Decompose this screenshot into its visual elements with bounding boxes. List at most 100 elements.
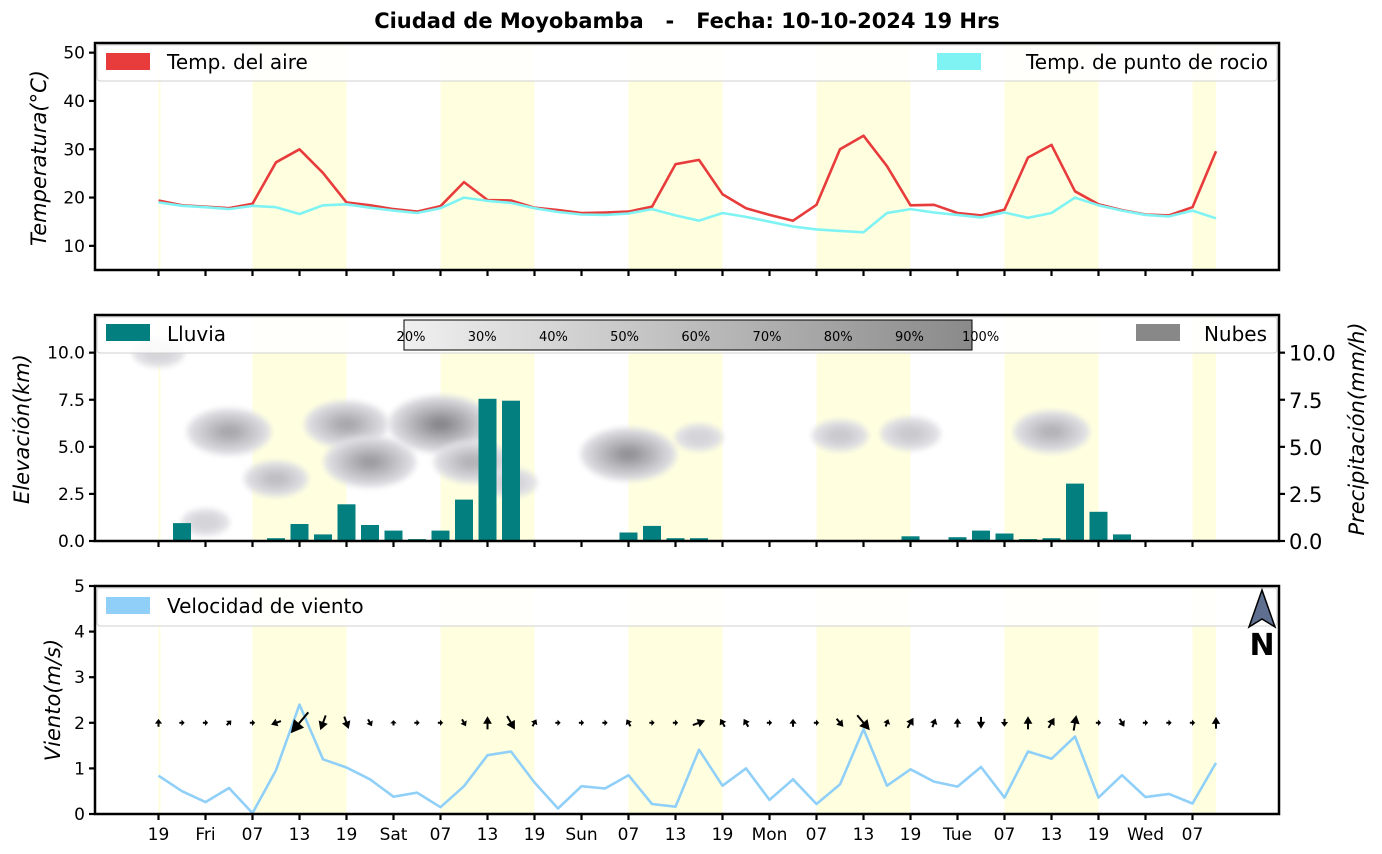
x-tick-label: 07 [430, 825, 452, 845]
wind-arrow [625, 719, 633, 727]
rain-bar [666, 538, 685, 541]
wind-arrow [225, 720, 232, 726]
wind-arrow [1000, 718, 1009, 727]
x-tick-label: 19 [1088, 825, 1110, 845]
wind-arrow [1047, 717, 1055, 729]
y-tick-label: 3 [74, 668, 85, 688]
daytime-band [158, 43, 161, 270]
wind-arrow [366, 718, 373, 727]
rain-bar [1089, 511, 1108, 541]
y-tick-label: 0.0 [58, 532, 85, 552]
wind-arrow [414, 719, 420, 726]
cloud-blob [324, 436, 416, 488]
rain-bars [173, 398, 1131, 541]
air-temp-line [158, 134, 1218, 222]
rain-axes [93, 313, 1281, 543]
wind-arrow [530, 719, 538, 727]
wind-arrow [179, 719, 185, 726]
wind-arrow [437, 719, 444, 726]
y-tick-label: 4 [74, 623, 85, 643]
rain-bar [314, 534, 332, 541]
cloud-blob [244, 460, 308, 497]
cloud-blob [304, 400, 389, 448]
y-tick-label: 10.0 [47, 344, 85, 364]
daytime-band [158, 586, 161, 814]
rain-bar [948, 537, 967, 541]
cloud-scale-label: 60% [681, 330, 710, 345]
rain-bar [267, 538, 285, 541]
x-tick-label: 19 [524, 825, 546, 845]
rain-bar [455, 499, 473, 541]
north-label: N [1249, 628, 1274, 663]
x-tick-label: Tue [942, 825, 972, 845]
rain-bar [173, 523, 191, 541]
wind-arrow [1070, 715, 1080, 731]
elevation-ylabel: Elevación(km) [10, 354, 34, 504]
cloud-scale-label: 40% [539, 330, 568, 345]
wind-arrow [672, 719, 679, 726]
rain-legend-label: Lluvia [167, 322, 226, 346]
x-tick-label: Sat [380, 825, 408, 845]
x-tick-label: Sun [565, 825, 597, 845]
wind-legend: Velocidad de viento [96, 587, 1278, 627]
x-tick-label: 19 [336, 825, 358, 845]
x-tick-label: Fri [195, 825, 215, 845]
cloud-blob [580, 427, 677, 482]
rain-bar [361, 525, 379, 541]
rain-bar [1066, 483, 1084, 541]
wind-arrow [976, 716, 986, 729]
wind-arrow [483, 716, 492, 730]
wind-axes [93, 584, 1281, 816]
wind-arrow [1118, 718, 1125, 727]
cloud-scale-label: 50% [610, 330, 639, 345]
temperature-legend: Temp. del aire Temp. de punto de rocio [96, 44, 1278, 82]
cloud-blob [880, 416, 941, 451]
rain-bar [384, 530, 403, 541]
precipitation-ylabel: Precipitación(mm/h) [1345, 322, 1369, 535]
wind-arrow [1189, 719, 1196, 726]
x-tick-label: 13 [289, 825, 311, 845]
cloud-scale-label: 20% [397, 330, 426, 345]
cloud-legend-label: Nubes [1204, 322, 1267, 346]
wind-arrow [578, 719, 585, 726]
rain-bar [478, 398, 497, 541]
x-tick-label: 13 [1041, 825, 1063, 845]
wind-arrow [813, 719, 820, 726]
temperature-axes [93, 41, 1281, 272]
wind-arrow [766, 719, 773, 726]
chart-title: Ciudad de Moyobamba - Fecha: 10-10-2024 … [374, 9, 1000, 33]
x-tick-label: 13 [665, 825, 687, 845]
wind-speed-series [157, 703, 1218, 815]
wind-arrow [249, 719, 256, 726]
air-temp-legend-swatch [106, 53, 150, 70]
y-tick-label: 5.0 [58, 438, 85, 458]
x-tick-label: 07 [994, 825, 1016, 845]
y-tick-label: 7.5 [58, 391, 85, 411]
wind-arrow [883, 719, 891, 727]
temperature-legend-box [96, 44, 1278, 82]
rain-bar [690, 538, 708, 541]
wind-arrow [692, 718, 706, 728]
wind-arrow [1142, 719, 1149, 726]
wind-arrow [789, 718, 797, 727]
cloud-scale-label: 100% [962, 330, 999, 345]
y-tick-label: 1 [74, 759, 85, 779]
y-tick-label: 5 [74, 577, 85, 597]
wind-direction-arrows [154, 711, 1221, 734]
cloud-blob [1013, 410, 1090, 453]
x-tick-label: Wed [1127, 825, 1164, 845]
dew-point-legend-label: Temp. de punto de rocio [1025, 50, 1268, 74]
y-tick-label: 0 [74, 805, 85, 825]
wind-speed-line [157, 703, 1218, 815]
wind-arrow [290, 711, 310, 734]
daytime-band [1192, 315, 1216, 541]
cloud-scale-label: 90% [895, 330, 924, 345]
rain-bar [1113, 534, 1131, 541]
cloud-blob [812, 419, 868, 452]
wind-legend-label: Velocidad de viento [167, 594, 364, 618]
y-tick-label: 10 [63, 237, 85, 257]
y-tick-label-right: 5.0 [1289, 436, 1322, 460]
wind-arrow [743, 718, 750, 728]
wind-arrow [906, 717, 914, 729]
daytime-band [1192, 586, 1216, 814]
